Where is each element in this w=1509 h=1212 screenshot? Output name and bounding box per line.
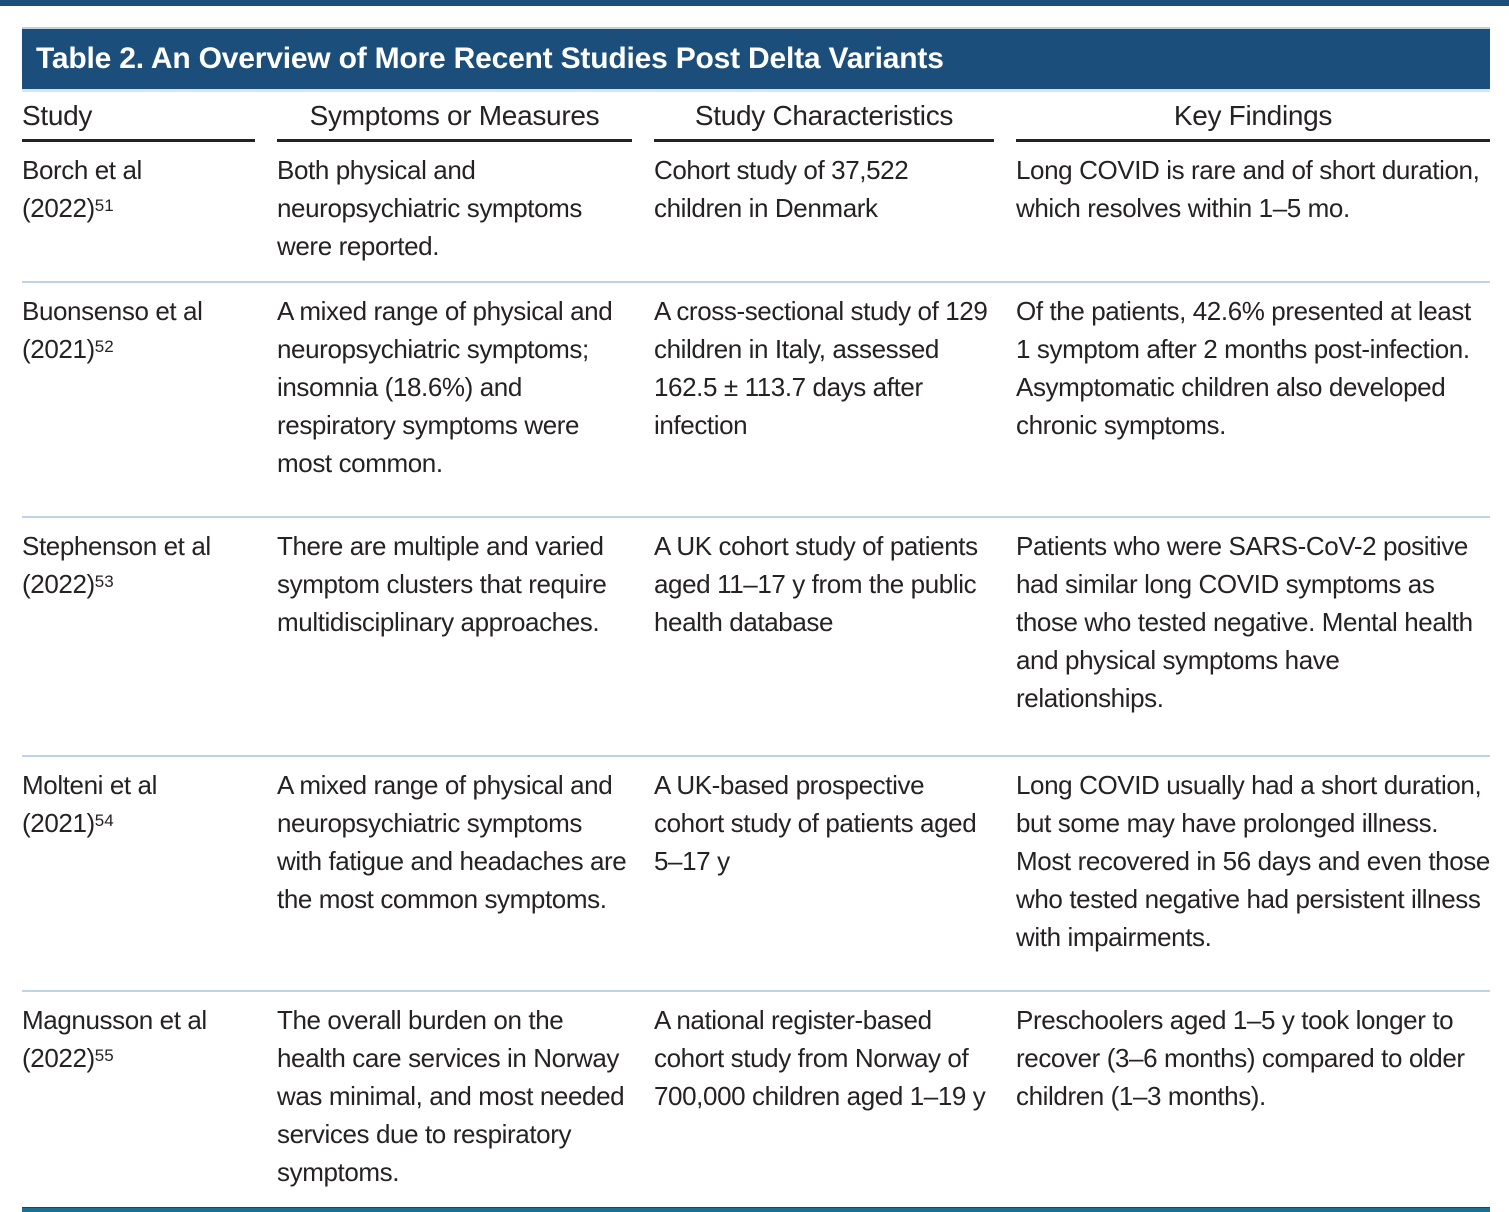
table-header-row: Study Symptoms or Measures Study Charact… <box>22 100 1490 142</box>
reference-superscript: 55 <box>94 1046 114 1065</box>
column-header-symptoms: Symptoms or Measures <box>277 100 632 142</box>
page-top-rule <box>0 0 1509 6</box>
cell-key-findings: Long COVID usually had a short duration,… <box>1016 770 1490 952</box>
study-year: (2022) <box>22 1043 95 1073</box>
study-author: Stephenson et al <box>22 531 211 561</box>
cell-key-findings: Patients who were SARS-CoV-2 positive ha… <box>1016 531 1473 713</box>
table-row: Stephenson et al (2022)53 There are mult… <box>22 518 1490 757</box>
column-header-key-findings: Key Findings <box>1016 100 1490 142</box>
table-row: Magnusson et al (2022)55 The overall bur… <box>22 992 1490 1207</box>
cell-key-findings: Of the patients, 42.6% presented at leas… <box>1016 296 1471 440</box>
column-header-study: Study <box>22 100 255 142</box>
cell-study-characteristics: A cross-sectional study of 129 children … <box>654 296 988 440</box>
cell-symptoms-or-measures: There are multiple and varied symptom cl… <box>277 531 607 637</box>
table-body: Borch et al (2022)51 Both physical and n… <box>22 142 1490 1207</box>
cell-study-characteristics: Cohort study of 37,522 children in Denma… <box>654 155 909 223</box>
study-author: Molteni et al <box>22 770 157 800</box>
study-author: Buonsenso et al <box>22 296 203 326</box>
study-year: (2022) <box>22 569 95 599</box>
table-bottom-rule <box>22 1207 1490 1212</box>
table-row: Molteni et al (2021)54 A mixed range of … <box>22 757 1490 992</box>
reference-superscript: 54 <box>94 811 114 830</box>
cell-study: Molteni et al (2021)54 <box>22 766 255 974</box>
study-year: (2021) <box>22 334 95 364</box>
cell-key-findings: Preschoolers aged 1–5 y took longer to r… <box>1016 1005 1465 1111</box>
reference-superscript: 53 <box>94 572 114 591</box>
cell-study-characteristics: A national register-based cohort study f… <box>654 1005 986 1111</box>
study-author: Magnusson et al <box>22 1005 207 1035</box>
cell-symptoms-or-measures: A mixed range of physical and neuropsych… <box>277 770 627 914</box>
cell-study: Magnusson et al (2022)55 <box>22 1001 255 1191</box>
cell-study-characteristics: A UK-based prospective cohort study of p… <box>654 770 977 876</box>
column-header-characteristics: Study Characteristics <box>654 100 994 142</box>
cell-study: Buonsenso et al (2021)52 <box>22 292 255 500</box>
cell-study: Stephenson et al (2022)53 <box>22 527 255 739</box>
cell-study-characteristics: A UK cohort study of patients aged 11–17… <box>654 531 978 637</box>
cell-symptoms-or-measures: The overall burden on the health care se… <box>277 1005 625 1187</box>
table-2: Table 2. An Overview of More Recent Stud… <box>22 27 1490 1212</box>
reference-superscript: 52 <box>94 337 114 356</box>
reference-superscript: 51 <box>94 196 114 215</box>
study-author: Borch et al <box>22 155 142 185</box>
table-title: Table 2. An Overview of More Recent Stud… <box>36 42 944 75</box>
cell-study: Borch et al (2022)51 <box>22 151 255 265</box>
table-title-bar: Table 2. An Overview of More Recent Stud… <box>22 27 1490 92</box>
table-row: Buonsenso et al (2021)52 A mixed range o… <box>22 283 1490 518</box>
cell-symptoms-or-measures: Both physical and neuropsychiatric sympt… <box>277 155 582 261</box>
cell-key-findings: Long COVID is rare and of short duration… <box>1016 155 1480 223</box>
study-year: (2021) <box>22 808 95 838</box>
study-year: (2022) <box>22 193 95 223</box>
cell-symptoms-or-measures: A mixed range of physical and neuropsych… <box>277 296 613 478</box>
table-row: Borch et al (2022)51 Both physical and n… <box>22 142 1490 283</box>
